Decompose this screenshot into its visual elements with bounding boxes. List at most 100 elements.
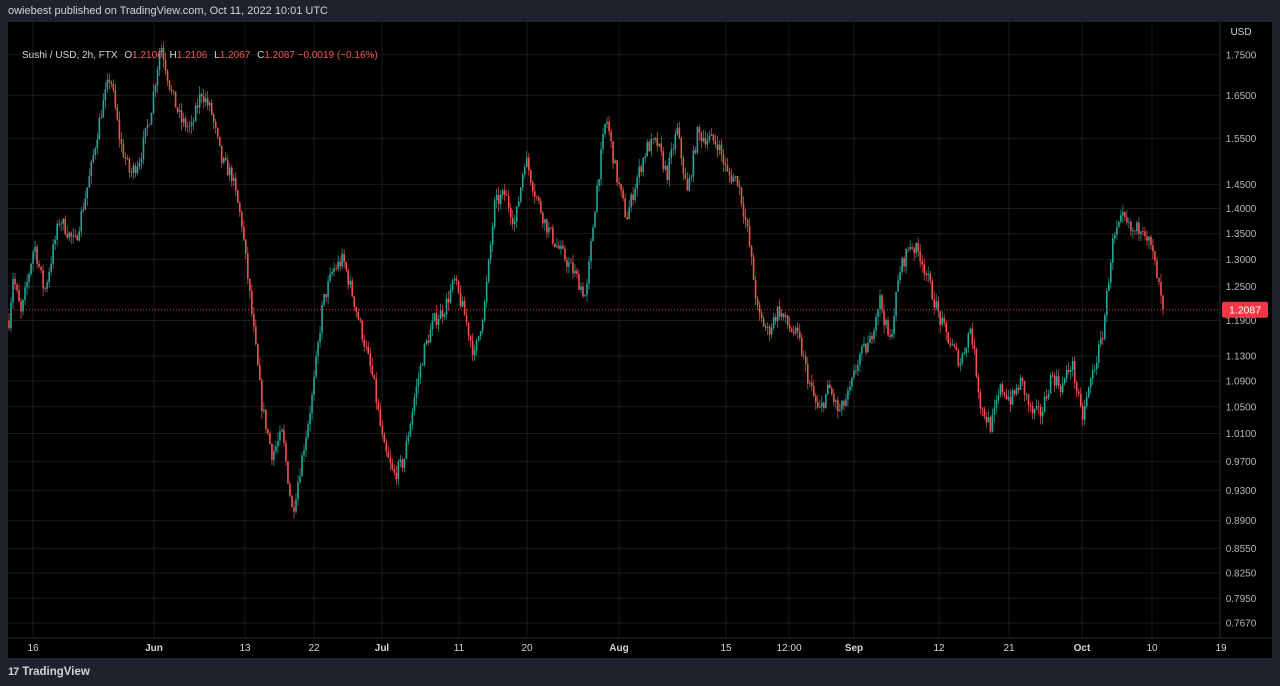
candle-body — [501, 190, 504, 195]
candle-body — [644, 156, 647, 159]
candle-body — [196, 105, 199, 108]
candle-body — [317, 342, 319, 357]
candle-body — [885, 319, 887, 326]
candle-body — [726, 164, 729, 172]
candle-body — [941, 317, 944, 325]
candle-body — [1007, 397, 1010, 400]
candle-body — [329, 273, 331, 282]
tradingview-logo[interactable]: 17 TradingView — [8, 666, 90, 678]
candle-body — [245, 239, 247, 254]
candle-body — [1073, 360, 1076, 383]
candle-body — [349, 280, 351, 285]
candle-body — [293, 507, 295, 512]
candle-body — [132, 165, 135, 173]
chart-frame[interactable]: USD 1.7500 1.6500 1.5500 1.4500 1.4000 1.3500… — [8, 22, 1272, 658]
candle-body — [36, 246, 38, 264]
candle-body — [303, 450, 305, 456]
candle-body — [955, 346, 958, 350]
candle-body — [44, 288, 46, 290]
publisher-bar: owiebest published on TradingView.com, O… — [0, 0, 1280, 22]
candle-body — [72, 235, 75, 237]
candle-body — [636, 177, 638, 189]
candle-body — [821, 402, 823, 407]
candle-body — [118, 119, 121, 140]
candle-body — [343, 253, 345, 263]
candle-body — [297, 482, 299, 500]
candle-body — [847, 390, 849, 400]
price-tick: 0.8250 — [1226, 568, 1257, 579]
candle-body — [16, 284, 18, 291]
candle-body — [839, 409, 841, 411]
candle-body — [1118, 221, 1120, 228]
candle-body — [247, 253, 249, 280]
candle-body — [411, 411, 414, 425]
candle-body — [110, 82, 113, 84]
candle-body — [606, 121, 608, 124]
last-price-tag: 1.2087 — [1229, 304, 1261, 316]
candle-body — [393, 469, 396, 473]
candle-body — [638, 166, 640, 178]
candle-body — [1041, 412, 1044, 417]
candle-body — [1101, 338, 1104, 340]
candle-body — [1067, 369, 1070, 372]
candle-body — [509, 207, 512, 218]
candle-body — [861, 346, 863, 354]
candle-body — [622, 190, 624, 199]
candle-body — [222, 157, 225, 163]
candle-body — [873, 330, 875, 340]
candle-body — [642, 158, 644, 172]
low-label: L — [214, 50, 220, 61]
candle-body — [550, 227, 552, 229]
candle-body — [120, 139, 123, 145]
candle-body — [901, 258, 903, 272]
candle-body — [1003, 392, 1006, 395]
candle-body — [1130, 221, 1132, 231]
candle-body — [497, 194, 500, 204]
candle-body — [152, 91, 155, 113]
candle-body — [92, 154, 95, 162]
candle-body — [752, 257, 755, 280]
candle-body — [742, 203, 745, 217]
candle-body — [875, 317, 877, 331]
time-tick: 10 — [1146, 643, 1158, 654]
candle-body — [530, 170, 532, 183]
candle-body — [1077, 391, 1080, 394]
candle-body — [1156, 260, 1158, 279]
candle-body — [1087, 387, 1090, 397]
candle-body — [849, 386, 851, 391]
candle-body — [259, 365, 261, 380]
candle-body — [48, 271, 50, 283]
candle-body — [1031, 405, 1034, 414]
candle-body — [1108, 282, 1110, 292]
candle-body — [323, 294, 325, 306]
candle-body — [672, 149, 675, 150]
candle-body — [698, 127, 701, 133]
candle-body — [114, 90, 117, 108]
candle-body — [794, 327, 797, 334]
candle-body — [291, 495, 293, 508]
candle-body — [730, 175, 733, 182]
candle-body — [770, 327, 773, 335]
time-tick: 15 — [720, 643, 732, 654]
candle-body — [108, 79, 111, 83]
candle-body — [409, 424, 412, 437]
time-tick: 12 — [933, 643, 945, 654]
candle-body — [182, 118, 185, 123]
candle-body — [744, 216, 747, 221]
candle-body — [973, 344, 976, 350]
candle-body — [911, 247, 913, 249]
candle-body — [224, 157, 227, 160]
candle-body — [935, 301, 938, 308]
price-chart[interactable]: USD 1.7500 1.6500 1.5500 1.4500 1.4000 1.3500… — [8, 22, 1272, 658]
candle-body — [863, 343, 865, 347]
candle-body — [714, 140, 717, 145]
candle-body — [680, 137, 683, 159]
candle-body — [417, 378, 420, 386]
candle-body — [251, 291, 253, 314]
candle-body — [542, 212, 544, 224]
candle-body — [178, 110, 181, 112]
candle-body — [1029, 405, 1032, 406]
candle-body — [712, 134, 715, 141]
time-tick: 11 — [454, 643, 465, 654]
candle-body — [52, 244, 54, 264]
